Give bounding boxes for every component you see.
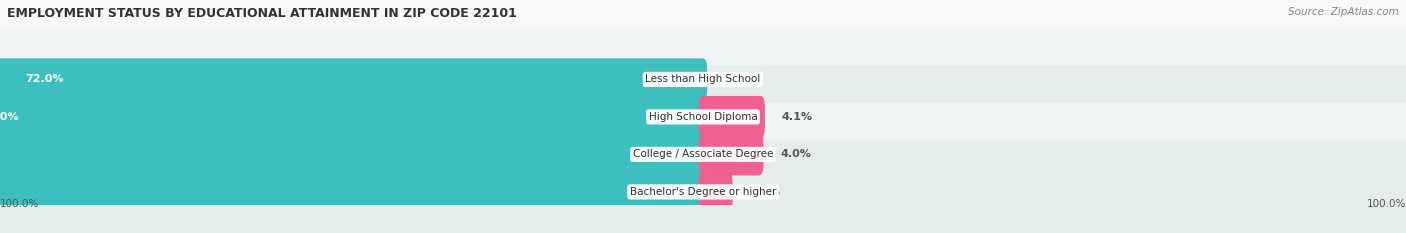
Text: 72.0%: 72.0% <box>25 74 65 84</box>
Text: 1.8%: 1.8% <box>749 187 780 197</box>
Text: Source: ZipAtlas.com: Source: ZipAtlas.com <box>1288 7 1399 17</box>
FancyBboxPatch shape <box>0 134 763 175</box>
Text: 100.0%: 100.0% <box>1367 199 1406 209</box>
FancyBboxPatch shape <box>699 134 763 175</box>
FancyBboxPatch shape <box>699 171 733 213</box>
Text: High School Diploma: High School Diploma <box>648 112 758 122</box>
FancyBboxPatch shape <box>0 58 707 100</box>
FancyBboxPatch shape <box>0 134 707 175</box>
FancyBboxPatch shape <box>699 96 765 138</box>
Text: EMPLOYMENT STATUS BY EDUCATIONAL ATTAINMENT IN ZIP CODE 22101: EMPLOYMENT STATUS BY EDUCATIONAL ATTAINM… <box>7 7 517 20</box>
FancyBboxPatch shape <box>0 140 1406 233</box>
FancyBboxPatch shape <box>0 28 1406 131</box>
Text: 4.1%: 4.1% <box>782 112 813 122</box>
FancyBboxPatch shape <box>0 103 1406 206</box>
Text: 0.0%: 0.0% <box>724 74 755 84</box>
FancyBboxPatch shape <box>0 96 707 138</box>
Text: 4.0%: 4.0% <box>780 149 811 159</box>
FancyBboxPatch shape <box>0 96 765 138</box>
FancyBboxPatch shape <box>0 171 707 213</box>
Text: College / Associate Degree: College / Associate Degree <box>633 149 773 159</box>
Text: Bachelor's Degree or higher: Bachelor's Degree or higher <box>630 187 776 197</box>
Text: 77.0%: 77.0% <box>0 112 18 122</box>
Text: 100.0%: 100.0% <box>0 199 39 209</box>
FancyBboxPatch shape <box>0 58 707 100</box>
Text: Less than High School: Less than High School <box>645 74 761 84</box>
FancyBboxPatch shape <box>0 65 1406 168</box>
FancyBboxPatch shape <box>0 171 733 213</box>
